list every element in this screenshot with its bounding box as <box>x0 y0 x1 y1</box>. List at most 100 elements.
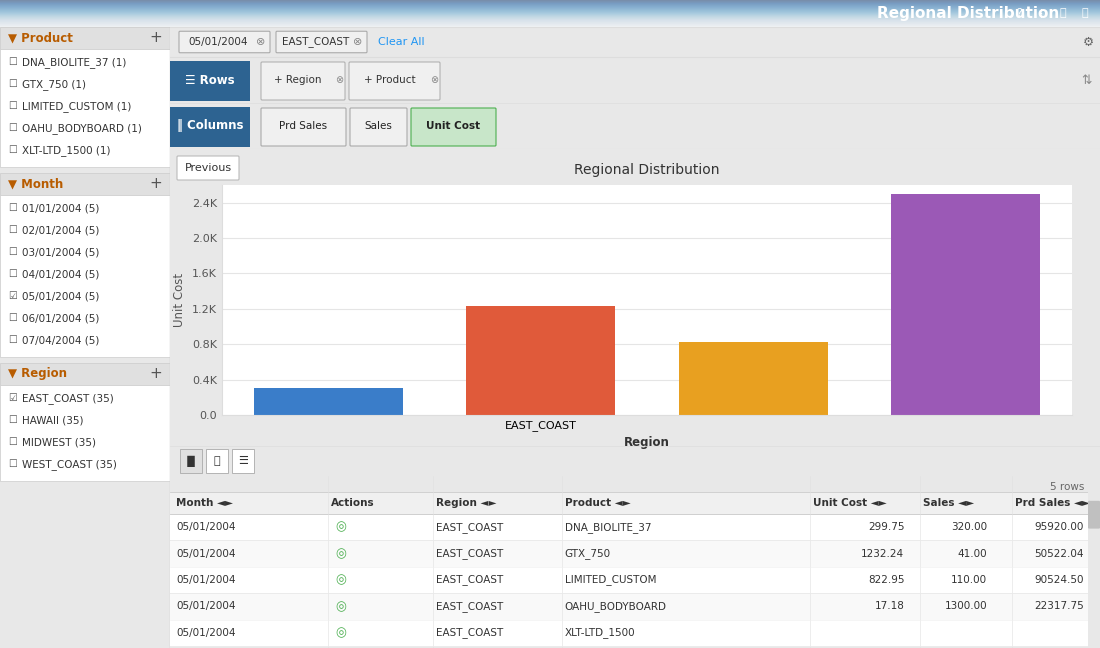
Text: GTX_750 (1): GTX_750 (1) <box>22 79 86 89</box>
FancyBboxPatch shape <box>276 31 367 52</box>
Text: 05/01/2004: 05/01/2004 <box>176 575 235 585</box>
Text: EAST_COAST: EAST_COAST <box>437 548 504 559</box>
Text: EAST_COAST: EAST_COAST <box>282 36 349 47</box>
Text: ☐: ☐ <box>8 145 16 156</box>
Text: ☐: ☐ <box>8 79 16 89</box>
Text: XLT-LTD_1500 (1): XLT-LTD_1500 (1) <box>22 145 110 156</box>
Text: Month ◄►: Month ◄► <box>176 498 233 508</box>
Text: 299.75: 299.75 <box>868 522 904 532</box>
Bar <box>170 594 1088 619</box>
FancyBboxPatch shape <box>1088 501 1100 529</box>
Text: 06/01/2004 (5): 06/01/2004 (5) <box>22 313 99 323</box>
FancyBboxPatch shape <box>179 31 270 52</box>
Text: 17.18: 17.18 <box>874 601 904 612</box>
Text: 05/01/2004: 05/01/2004 <box>176 522 235 532</box>
Text: ▼ Product: ▼ Product <box>8 32 73 45</box>
Text: 🚩: 🚩 <box>1059 8 1066 19</box>
Bar <box>170 567 1088 593</box>
Bar <box>170 541 1088 567</box>
X-axis label: Region: Region <box>624 436 670 449</box>
Text: 05/01/2004: 05/01/2004 <box>176 628 235 638</box>
Text: LIMITED_CUSTOM (1): LIMITED_CUSTOM (1) <box>22 100 131 111</box>
FancyBboxPatch shape <box>350 108 407 146</box>
Text: +: + <box>150 176 162 192</box>
Text: LIMITED_CUSTOM: LIMITED_CUSTOM <box>564 575 657 585</box>
FancyBboxPatch shape <box>232 449 254 473</box>
Text: ☐: ☐ <box>8 269 16 279</box>
Text: 1300.00: 1300.00 <box>945 601 987 612</box>
Text: ☰: ☰ <box>238 456 248 466</box>
Text: Previous: Previous <box>185 163 232 173</box>
Text: ☐: ☐ <box>8 101 16 111</box>
Text: ◎: ◎ <box>336 627 346 640</box>
Text: 📈: 📈 <box>213 456 220 466</box>
Text: ◎: ◎ <box>336 573 346 586</box>
FancyBboxPatch shape <box>206 449 228 473</box>
FancyBboxPatch shape <box>411 108 496 146</box>
Bar <box>170 515 1088 540</box>
Text: 822.95: 822.95 <box>868 575 904 585</box>
Bar <box>254 389 403 415</box>
Text: DNA_BIOLITE_37: DNA_BIOLITE_37 <box>564 522 651 533</box>
Text: Actions: Actions <box>331 498 374 508</box>
Text: DNA_BIOLITE_37 (1): DNA_BIOLITE_37 (1) <box>22 57 126 67</box>
Text: 41.00: 41.00 <box>957 549 987 559</box>
Text: +: + <box>150 30 162 45</box>
Text: ⊗: ⊗ <box>430 75 438 85</box>
Text: 02/01/2004 (5): 02/01/2004 (5) <box>22 226 99 235</box>
Text: ☑: ☑ <box>8 291 16 301</box>
Text: Sales ◄►: Sales ◄► <box>923 498 974 508</box>
Text: Prd Sales ◄►: Prd Sales ◄► <box>1014 498 1090 508</box>
Bar <box>170 107 250 147</box>
Text: 90524.50: 90524.50 <box>1034 575 1084 585</box>
Text: WEST_COAST (35): WEST_COAST (35) <box>22 459 117 470</box>
Text: Sales: Sales <box>364 121 393 131</box>
Text: Clear All: Clear All <box>378 37 425 47</box>
FancyBboxPatch shape <box>261 62 345 100</box>
Text: 5 rows: 5 rows <box>1049 482 1084 492</box>
FancyBboxPatch shape <box>180 449 202 473</box>
Text: + Product: + Product <box>364 75 416 85</box>
Text: 07/04/2004 (5): 07/04/2004 (5) <box>22 335 99 345</box>
Text: 05/01/2004: 05/01/2004 <box>176 549 235 559</box>
Text: Regional Distribution: Regional Distribution <box>877 6 1059 21</box>
Text: 05/01/2004 (5): 05/01/2004 (5) <box>22 291 99 301</box>
Bar <box>679 342 827 415</box>
Text: GTX_750: GTX_750 <box>564 548 611 559</box>
Bar <box>466 306 615 415</box>
Bar <box>0 385 170 481</box>
Text: EAST_COAST: EAST_COAST <box>437 522 504 533</box>
Bar <box>170 620 1088 646</box>
Text: ☐: ☐ <box>8 57 16 67</box>
Text: EAST_COAST: EAST_COAST <box>437 601 504 612</box>
Text: ☐: ☐ <box>8 437 16 447</box>
FancyBboxPatch shape <box>349 62 440 100</box>
Text: Unit Cost: Unit Cost <box>427 121 481 131</box>
Text: ☐: ☐ <box>8 415 16 425</box>
Text: ⚙: ⚙ <box>1082 36 1093 49</box>
Title: Regional Distribution: Regional Distribution <box>574 163 719 177</box>
Text: XLT-LTD_1500: XLT-LTD_1500 <box>564 627 636 638</box>
Text: +: + <box>150 367 162 382</box>
Text: Region ◄►: Region ◄► <box>437 498 497 508</box>
FancyBboxPatch shape <box>261 108 346 146</box>
Text: Product ◄►: Product ◄► <box>564 498 630 508</box>
Text: ☑: ☑ <box>8 393 16 403</box>
Text: ▼ Region: ▼ Region <box>8 367 67 380</box>
Text: ☰ Rows: ☰ Rows <box>185 73 234 86</box>
Text: 95920.00: 95920.00 <box>1035 522 1084 532</box>
Bar <box>0 173 170 195</box>
Text: 04/01/2004 (5): 04/01/2004 (5) <box>22 269 99 279</box>
Text: OAHU_BODYBOARD: OAHU_BODYBOARD <box>564 601 667 612</box>
Text: ☐: ☐ <box>8 226 16 235</box>
Text: 03/01/2004 (5): 03/01/2004 (5) <box>22 247 99 257</box>
Bar <box>0 195 170 357</box>
Text: 🏠: 🏠 <box>1081 8 1088 19</box>
Text: ?: ? <box>1016 8 1022 19</box>
Text: 05/01/2004: 05/01/2004 <box>176 601 235 612</box>
Text: 1232.24: 1232.24 <box>861 549 904 559</box>
Text: ◎: ◎ <box>336 521 346 534</box>
Text: ☐: ☐ <box>8 203 16 213</box>
Text: EAST_COAST (35): EAST_COAST (35) <box>22 393 113 404</box>
Text: OAHU_BODYBOARD (1): OAHU_BODYBOARD (1) <box>22 122 142 133</box>
